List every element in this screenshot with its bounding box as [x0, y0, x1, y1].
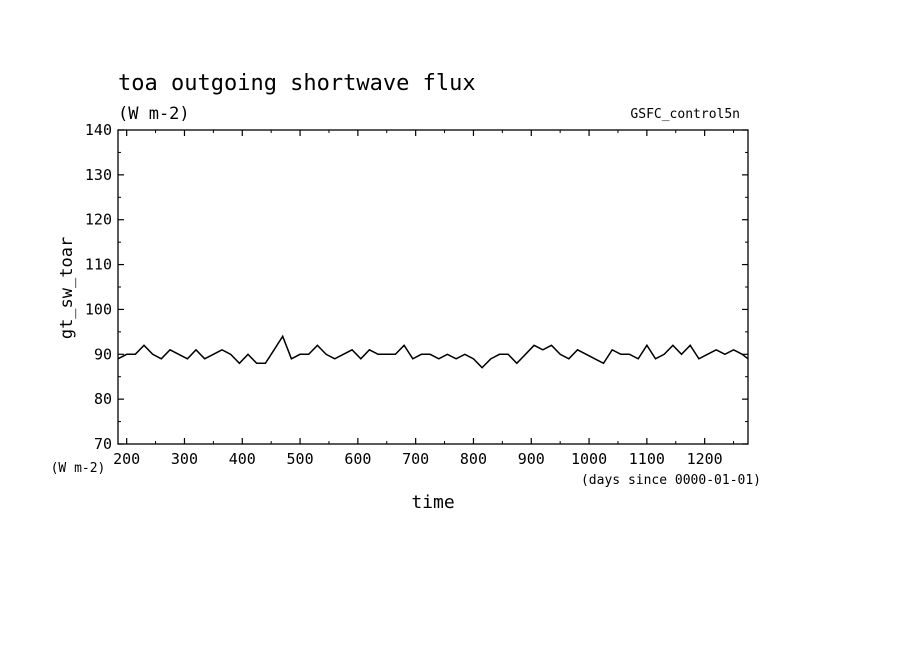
y-tick-label: 120: [85, 211, 112, 229]
x-tick-label: 300: [171, 450, 198, 468]
y-tick-label: 130: [85, 166, 112, 184]
x-tick-label: 400: [229, 450, 256, 468]
plot-frame: [117, 129, 749, 445]
chart-subtitle: (W m-2): [118, 104, 190, 124]
x-axis-units: (days since 0000-01-01): [581, 473, 761, 488]
y-tick-label: 100: [85, 300, 112, 318]
x-tick-label: 1100: [629, 450, 665, 468]
y-tick-label: 80: [94, 390, 112, 408]
x-tick-label: 500: [287, 450, 314, 468]
x-axis: 200 300 400 500 600 700 800 900 1000 1100 1200: [113, 130, 735, 468]
y-axis-units: (W m-2): [51, 461, 106, 476]
x-tick-label: 900: [518, 450, 545, 468]
y-tick-label: 140: [85, 121, 112, 139]
y-axis-label: gt_sw_toar: [57, 237, 77, 339]
series-line: [117, 334, 749, 369]
y-tick-label: 110: [85, 256, 112, 274]
x-tick-label: 200: [113, 450, 140, 468]
x-tick-label: 1200: [687, 450, 723, 468]
x-axis-label: time: [411, 492, 454, 513]
x-tick-label: 700: [402, 450, 429, 468]
y-axis: 70 80 90 100 110 120 130 140: [85, 121, 748, 453]
y-tick-label: 70: [94, 435, 112, 453]
x-tick-label: 800: [460, 450, 487, 468]
x-tick-label: 600: [344, 450, 371, 468]
plot-area: 70 80 90 100 110 120 130 140 200 300 400 500 600 700…: [85, 121, 749, 468]
x-tick-label: 1000: [571, 450, 607, 468]
y-tick-label: 90: [94, 345, 112, 363]
source-label: GSFC_control5n: [630, 107, 740, 122]
chart-title: toa outgoing shortwave flux: [118, 71, 476, 96]
